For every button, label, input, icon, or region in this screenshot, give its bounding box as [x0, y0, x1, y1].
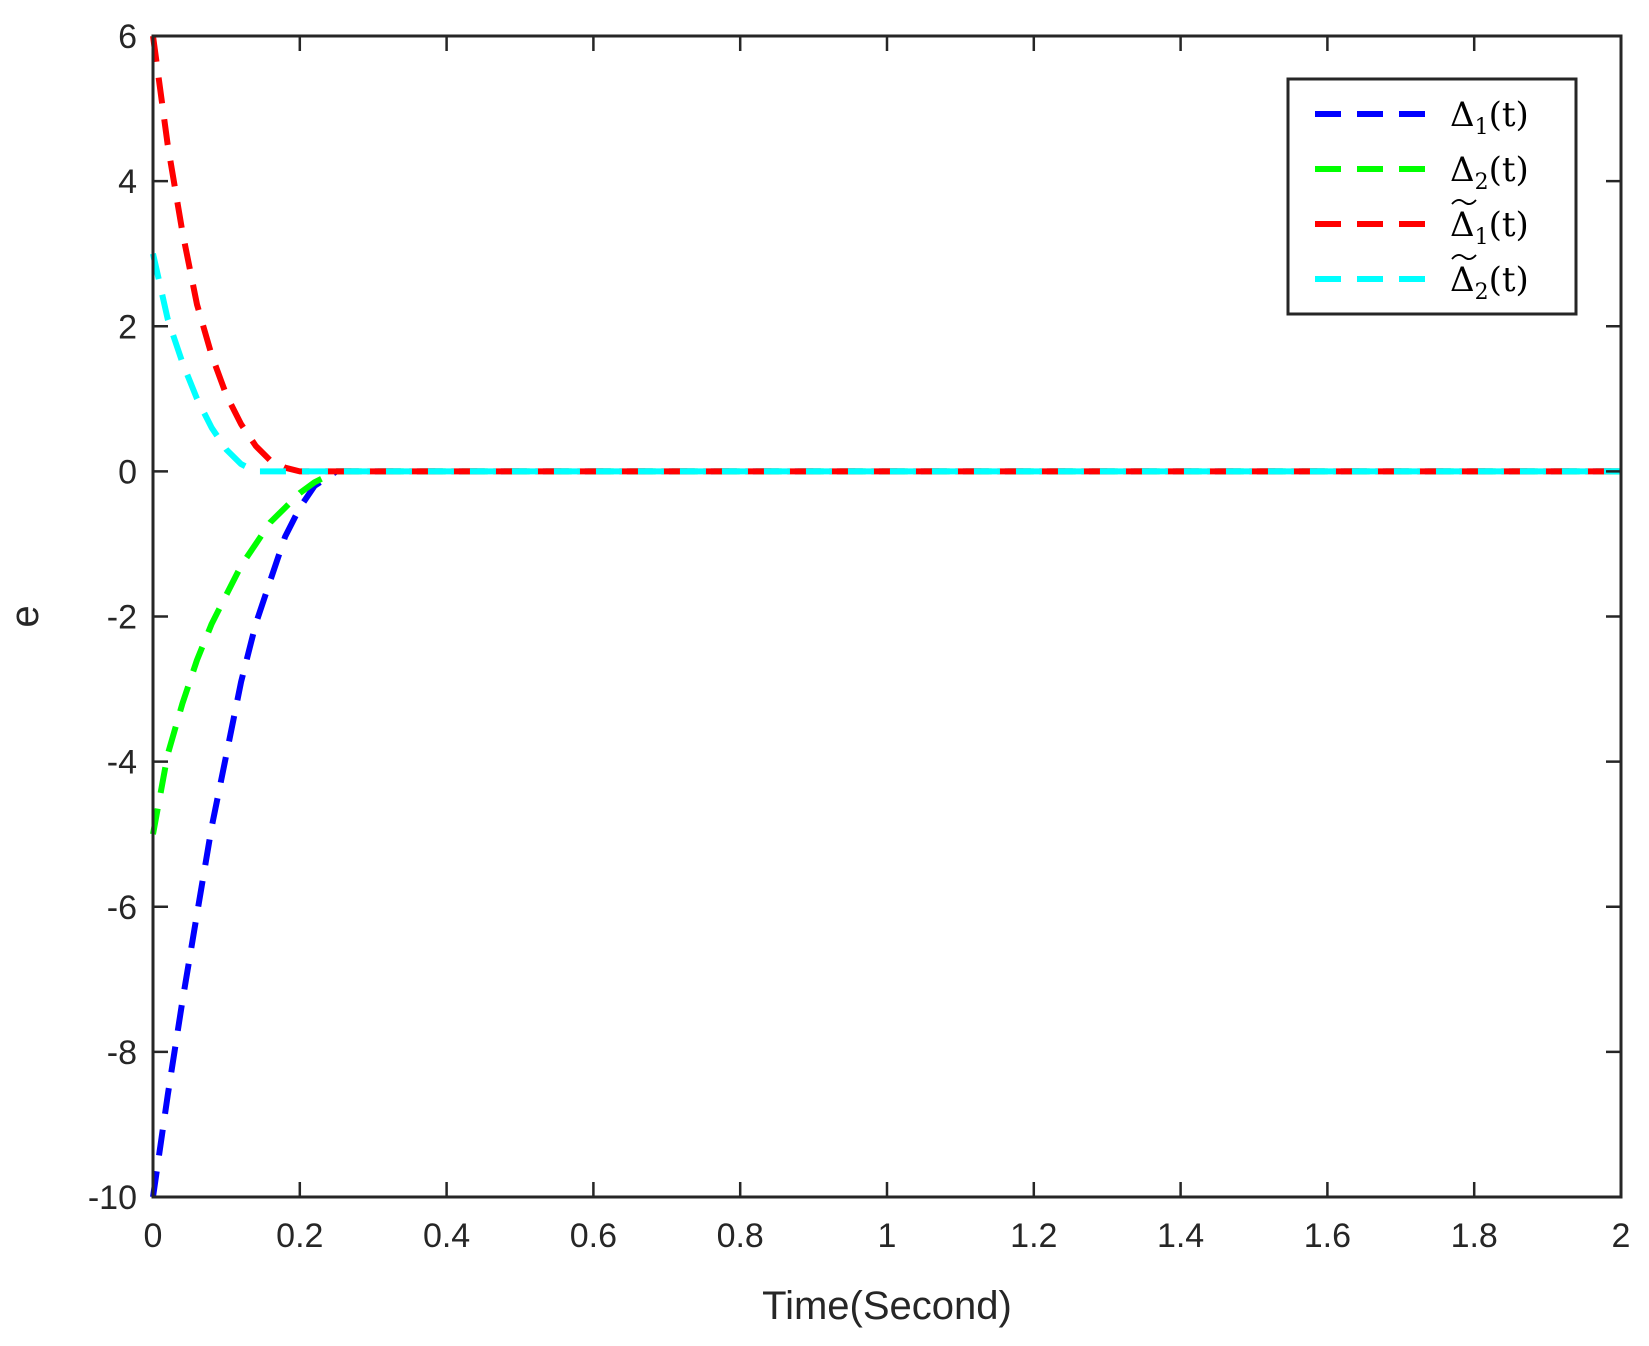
- tilde-accent: [1451, 199, 1477, 205]
- y-tick-label: -2: [107, 599, 137, 637]
- legend-label: Δ2(t): [1450, 260, 1529, 305]
- legend: Δ1(t) Δ2(t) Δ1(t) Δ2(t): [1286, 77, 1578, 316]
- legend-label: Δ1(t): [1450, 95, 1529, 140]
- y-tick-label: -8: [107, 1034, 137, 1072]
- axis-tick-labels: 0 0.2 0.4 0.6 0.8 1 1.2 1.4 1.6 1.8 2 -10 -8 -6 -4 -2 0 2…: [88, 18, 1631, 1255]
- series-line-3: [150, 35, 1621, 475]
- x-tick-label: 1.8: [1451, 1217, 1498, 1255]
- y-tick-label: 0: [118, 453, 137, 491]
- y-tick-label: 4: [118, 163, 137, 201]
- y-tick-label: -10: [88, 1179, 137, 1217]
- y-tick-label: 2: [118, 308, 137, 346]
- y-axis-label: e: [3, 605, 47, 627]
- x-tick-label: 0.4: [423, 1217, 470, 1255]
- x-tick-label: 0.8: [717, 1217, 764, 1255]
- x-tick-label: 0.6: [570, 1217, 617, 1255]
- series-line-4: [150, 253, 1621, 475]
- y-tick-label: 6: [118, 18, 137, 56]
- series-line-1: [150, 468, 1621, 1198]
- x-axis-label: Time(Second): [762, 1284, 1012, 1328]
- series-line-2: [150, 468, 1621, 835]
- x-tick-label: 1.6: [1304, 1217, 1351, 1255]
- tilde-accent: [1451, 254, 1477, 260]
- legend-label: Δ2(t): [1450, 150, 1529, 195]
- x-tick-label: 1.2: [1010, 1217, 1057, 1255]
- plot-lines: [150, 35, 1621, 1198]
- legend-box: [1286, 77, 1578, 316]
- y-tick-label: -4: [107, 744, 137, 782]
- x-tick-label: 2: [1612, 1217, 1631, 1255]
- x-tick-label: 1.4: [1157, 1217, 1204, 1255]
- x-tick-label: 0.2: [276, 1217, 323, 1255]
- x-tick-label: 0: [144, 1217, 163, 1255]
- axis-ticks: [151, 34, 1623, 1199]
- x-tick-label: 1: [878, 1217, 897, 1255]
- y-tick-label: -6: [107, 889, 137, 927]
- legend-label: Δ1(t): [1450, 205, 1529, 250]
